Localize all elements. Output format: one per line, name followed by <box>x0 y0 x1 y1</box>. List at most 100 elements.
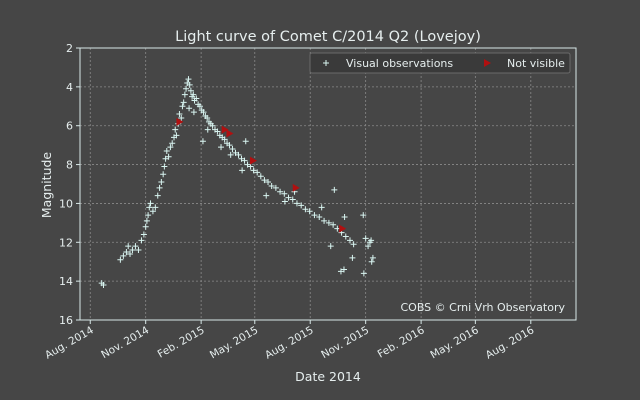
visual-observation-point <box>160 171 167 178</box>
visual-observation-point <box>214 128 221 135</box>
visual-observation-point <box>163 147 170 154</box>
not-visible-point <box>339 224 347 233</box>
visual-observation-point <box>138 237 145 244</box>
visual-observation-point <box>117 256 124 263</box>
visual-observation-point <box>145 212 152 219</box>
visual-observation-point <box>199 138 206 145</box>
visual-observation-point <box>298 202 305 209</box>
visual-observation-point <box>123 249 130 255</box>
visual-observation-point <box>165 153 172 160</box>
y-axis-label: Magnitude <box>39 152 54 219</box>
visual-observation-point <box>232 149 239 156</box>
visual-observation-point <box>247 163 254 170</box>
visual-observation-point <box>227 151 234 158</box>
not-visible-point <box>176 117 184 126</box>
y-tick-label: 16 <box>59 314 73 327</box>
visual-observation-point <box>346 237 353 244</box>
visual-observation-point <box>342 233 349 240</box>
visual-observation-point <box>272 184 279 191</box>
visual-observation-point <box>254 169 261 176</box>
watermark-text: COBS © Crni Vrh Observatory <box>400 301 565 314</box>
y-tick-label: 4 <box>66 81 73 94</box>
visual-observation-point <box>149 208 156 215</box>
legend-triangle-glyph <box>484 59 491 67</box>
visual-observation-point <box>306 208 313 215</box>
visual-observation-point <box>325 219 332 226</box>
legend-box <box>309 52 571 74</box>
visual-observation-point <box>261 177 268 184</box>
visual-observation-point <box>204 114 211 121</box>
data-points <box>98 76 376 289</box>
visual-observation-point <box>330 221 337 228</box>
y-tick-label: 10 <box>59 197 73 210</box>
visual-observation-point <box>226 142 233 149</box>
visual-observation-point <box>204 126 211 133</box>
not-visible-point <box>292 183 300 192</box>
visual-observation-point <box>281 190 288 197</box>
visual-observation-point <box>221 136 228 143</box>
visual-observation-point <box>360 270 367 277</box>
visual-observation-point <box>369 254 376 261</box>
legend-visual-label: Visual observations <box>346 57 453 70</box>
y-tick-label: 14 <box>59 275 73 288</box>
visual-observation-point <box>209 122 216 129</box>
visual-observation-point <box>242 138 249 145</box>
visual-observation-point <box>268 182 275 189</box>
visual-observation-point <box>200 109 207 116</box>
visual-observation-point <box>162 155 169 162</box>
visual-observation-point <box>179 103 186 110</box>
visual-observation-point <box>146 204 153 211</box>
legend-plus-glyph <box>323 60 329 66</box>
visual-observation-point <box>362 235 369 242</box>
visual-observation-point <box>285 194 292 201</box>
visual-observation-point <box>100 282 107 289</box>
visual-observation-point <box>239 167 246 174</box>
grid <box>80 48 576 320</box>
visual-observation-point <box>158 179 165 186</box>
not-visible-point <box>226 129 234 138</box>
visual-observation-point <box>154 192 161 199</box>
visual-observation-point <box>331 186 338 193</box>
visual-observation-point <box>277 188 284 195</box>
visual-observation-point <box>143 217 150 224</box>
visual-observation-point <box>185 76 192 83</box>
visual-observation-point <box>321 217 328 224</box>
visual-observation-point <box>365 243 372 250</box>
visual-observation-point <box>368 237 375 244</box>
not-visible-point <box>221 125 229 134</box>
visual-observation-point <box>316 214 323 221</box>
visual-observation-point <box>318 204 325 211</box>
visual-observation-point <box>257 173 264 180</box>
visual-observation-point <box>169 140 176 147</box>
visual-observation-point <box>302 206 309 213</box>
visual-observation-point <box>183 85 190 92</box>
not-visible-point <box>249 156 257 165</box>
visual-observation-point <box>178 114 185 121</box>
visual-observation-point <box>187 87 194 94</box>
visual-observation-point <box>129 247 136 254</box>
visual-observation-point <box>172 126 179 133</box>
visual-observation-point <box>152 204 159 211</box>
visual-observation-point <box>235 151 242 158</box>
y-tick-label: 6 <box>66 120 73 133</box>
visual-observation-point <box>238 155 245 162</box>
visual-observation-point <box>156 184 163 191</box>
visual-observation-point <box>340 266 347 273</box>
visual-observation-point <box>349 254 356 261</box>
visual-observation-point <box>350 241 357 248</box>
visual-observation-point <box>161 163 168 170</box>
visual-observation-point <box>218 144 225 151</box>
visual-observation-point <box>127 250 134 257</box>
visual-observation-point <box>167 144 174 151</box>
visual-observation-point <box>181 91 188 98</box>
visual-observation-point <box>368 258 375 265</box>
visual-observation-point <box>135 247 142 254</box>
visual-observation-point <box>265 179 272 186</box>
visual-observation-point <box>241 157 248 164</box>
legend-not-visible-label: Not visible <box>507 57 565 70</box>
visual-observation-point <box>147 200 154 207</box>
visual-observation-point <box>244 161 251 168</box>
visual-observation-point <box>190 109 197 116</box>
visual-observation-point <box>186 81 193 88</box>
visual-observation-point <box>341 214 348 221</box>
